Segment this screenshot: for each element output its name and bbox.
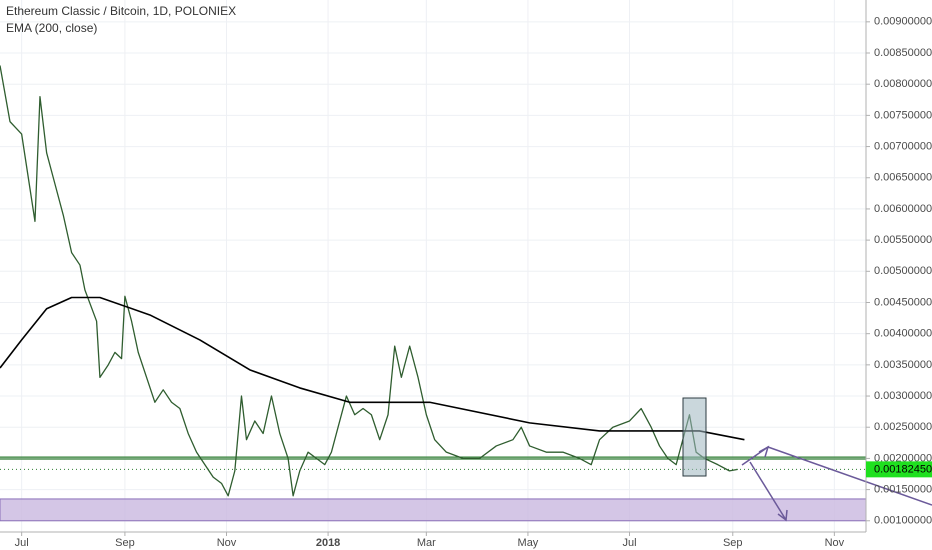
y-tick-label: 0.00450000 xyxy=(874,296,932,308)
y-tick-label: 0.00550000 xyxy=(874,234,932,246)
axes: 0.00100000 0.00150000 0.00200000 0.00250000… xyxy=(15,16,932,549)
y-tick-label: 0.00800000 xyxy=(874,78,932,90)
y-tick-label: 0.00250000 xyxy=(874,421,932,433)
y-tick-label: 0.00300000 xyxy=(874,390,932,402)
y-tick-label: 0.00900000 xyxy=(874,16,932,28)
y-tick-label: 0.00100000 xyxy=(874,515,932,527)
y-tick-label: 0.00200000 xyxy=(874,452,932,464)
y-tick-label: 0.00850000 xyxy=(874,47,932,59)
price-line xyxy=(0,65,738,497)
zone xyxy=(0,498,867,522)
x-tick-label: May xyxy=(518,537,539,549)
highlight-box xyxy=(682,397,707,477)
y-tick-label: 0.00700000 xyxy=(874,140,932,152)
chart-title: Ethereum Classic / Bitcoin, 1D, POLONIEX xyxy=(6,4,236,18)
y-tick-label: 0.00600000 xyxy=(874,203,932,215)
last-price-label: 0.00182450 xyxy=(874,463,932,475)
x-tick-label: Jul xyxy=(15,537,29,549)
indicator-label: EMA (200, close) xyxy=(6,21,97,35)
x-tick-label: Nov xyxy=(825,537,845,549)
x-tick-label: Nov xyxy=(217,537,237,549)
arrow-head xyxy=(777,509,788,522)
y-tick-label: 0.00750000 xyxy=(874,109,932,121)
y-tick-label: 0.00150000 xyxy=(874,483,932,495)
x-tick-label: Mar xyxy=(417,537,436,549)
y-tick-label: 0.00500000 xyxy=(874,265,932,277)
x-tick-label: Jul xyxy=(622,537,636,549)
arrows xyxy=(741,445,932,522)
x-tick-label: Sep xyxy=(115,537,135,549)
y-tick-label: 0.00650000 xyxy=(874,172,932,184)
y-tick-label: 0.00350000 xyxy=(874,359,932,371)
ema-line xyxy=(0,296,745,441)
arrow-head xyxy=(758,445,770,458)
plot xyxy=(0,65,867,522)
last-price-badge xyxy=(866,461,932,478)
x-tick-label: 2018 xyxy=(316,537,340,549)
x-tick-label: Sep xyxy=(723,537,743,549)
y-tick-label: 0.00400000 xyxy=(874,328,932,340)
arrow-path xyxy=(749,461,787,521)
